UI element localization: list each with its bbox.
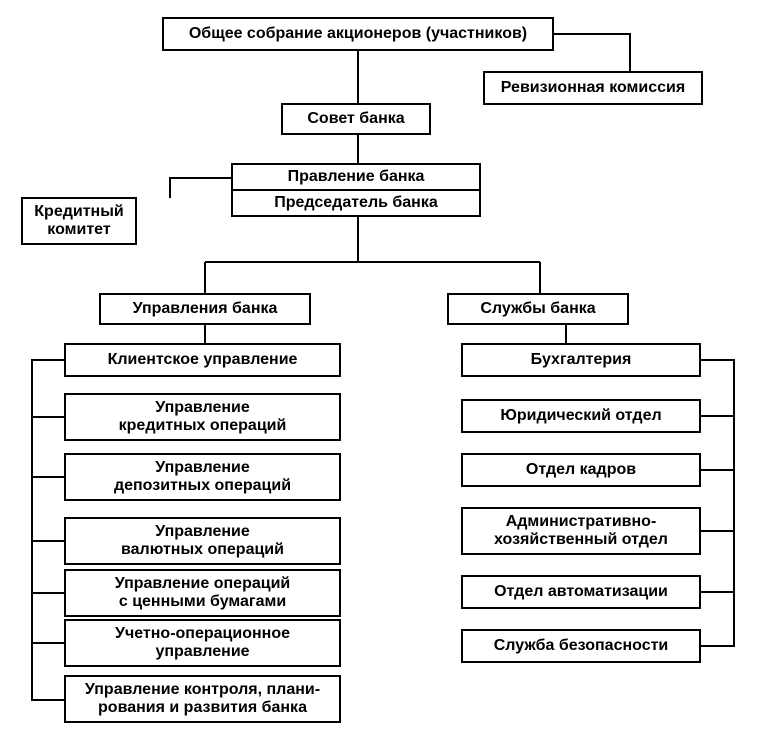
node-n_serv: Службы банка [448,294,628,324]
node-n_credit: Кредитныйкомитет [22,198,136,244]
node-label: Управление операцийс ценными бумагами [115,575,291,610]
node-label: Отдел кадров [526,461,636,478]
node-s4: Административно-хозяйственный отдел [462,508,700,554]
nodes: Общее собрание акционеров (участников) Ре… [22,18,702,722]
node-u1: Клиентское управление [65,344,340,376]
node-n_revision: Ревизионная комиссия [484,72,702,104]
node-label: Ревизионная комиссия [501,79,685,96]
node-label: Совет банка [307,110,404,127]
node-label: Административно-хозяйственный отдел [494,513,668,548]
node-s2: Юридический отдел [462,400,700,432]
edge [170,178,232,198]
node-u5: Управление операцийс ценными бумагами [65,570,340,616]
node-label: Кредитныйкомитет [34,203,123,238]
node-label: Клиентское управление [108,351,298,368]
node-n_council: Совет банка [282,104,430,134]
edge [32,360,65,700]
org-chart: Общее собрание акционеров (участников) Ре… [0,0,774,747]
node-label: Отдел автоматизации [494,583,668,600]
node-s3: Отдел кадров [462,454,700,486]
node-label: Общее собрание акционеров (участников) [189,25,527,42]
node-label: Юридический отдел [500,407,661,424]
node-u7: Управление контроля, плани-рования и раз… [65,676,340,722]
node-u2: Управлениекредитных операций [65,394,340,440]
node-label: Службы банка [480,300,595,317]
node-u3: Управлениедепозитных операций [65,454,340,500]
node-label: Управления банка [133,300,278,317]
node-s6: Служба безопасности [462,630,700,662]
node-label: Управление контроля, плани-рования и раз… [85,681,320,716]
node-n_upr: Управления банка [100,294,310,324]
node-s1: Бухгалтерия [462,344,700,376]
node-label: Правление банка [288,168,425,185]
node-n_chair: Председатель банка [232,190,480,216]
node-label: Бухгалтерия [531,351,632,368]
edge [553,34,630,72]
edge [700,360,734,646]
node-u4: Управлениевалютных операций [65,518,340,564]
node-n_board: Правление банка [232,164,480,190]
node-label: Председатель банка [274,194,438,211]
node-label: Служба безопасности [494,637,669,654]
node-s5: Отдел автоматизации [462,576,700,608]
node-u6: Учетно-операционноеуправление [65,620,340,666]
node-n_assembly: Общее собрание акционеров (участников) [163,18,553,50]
